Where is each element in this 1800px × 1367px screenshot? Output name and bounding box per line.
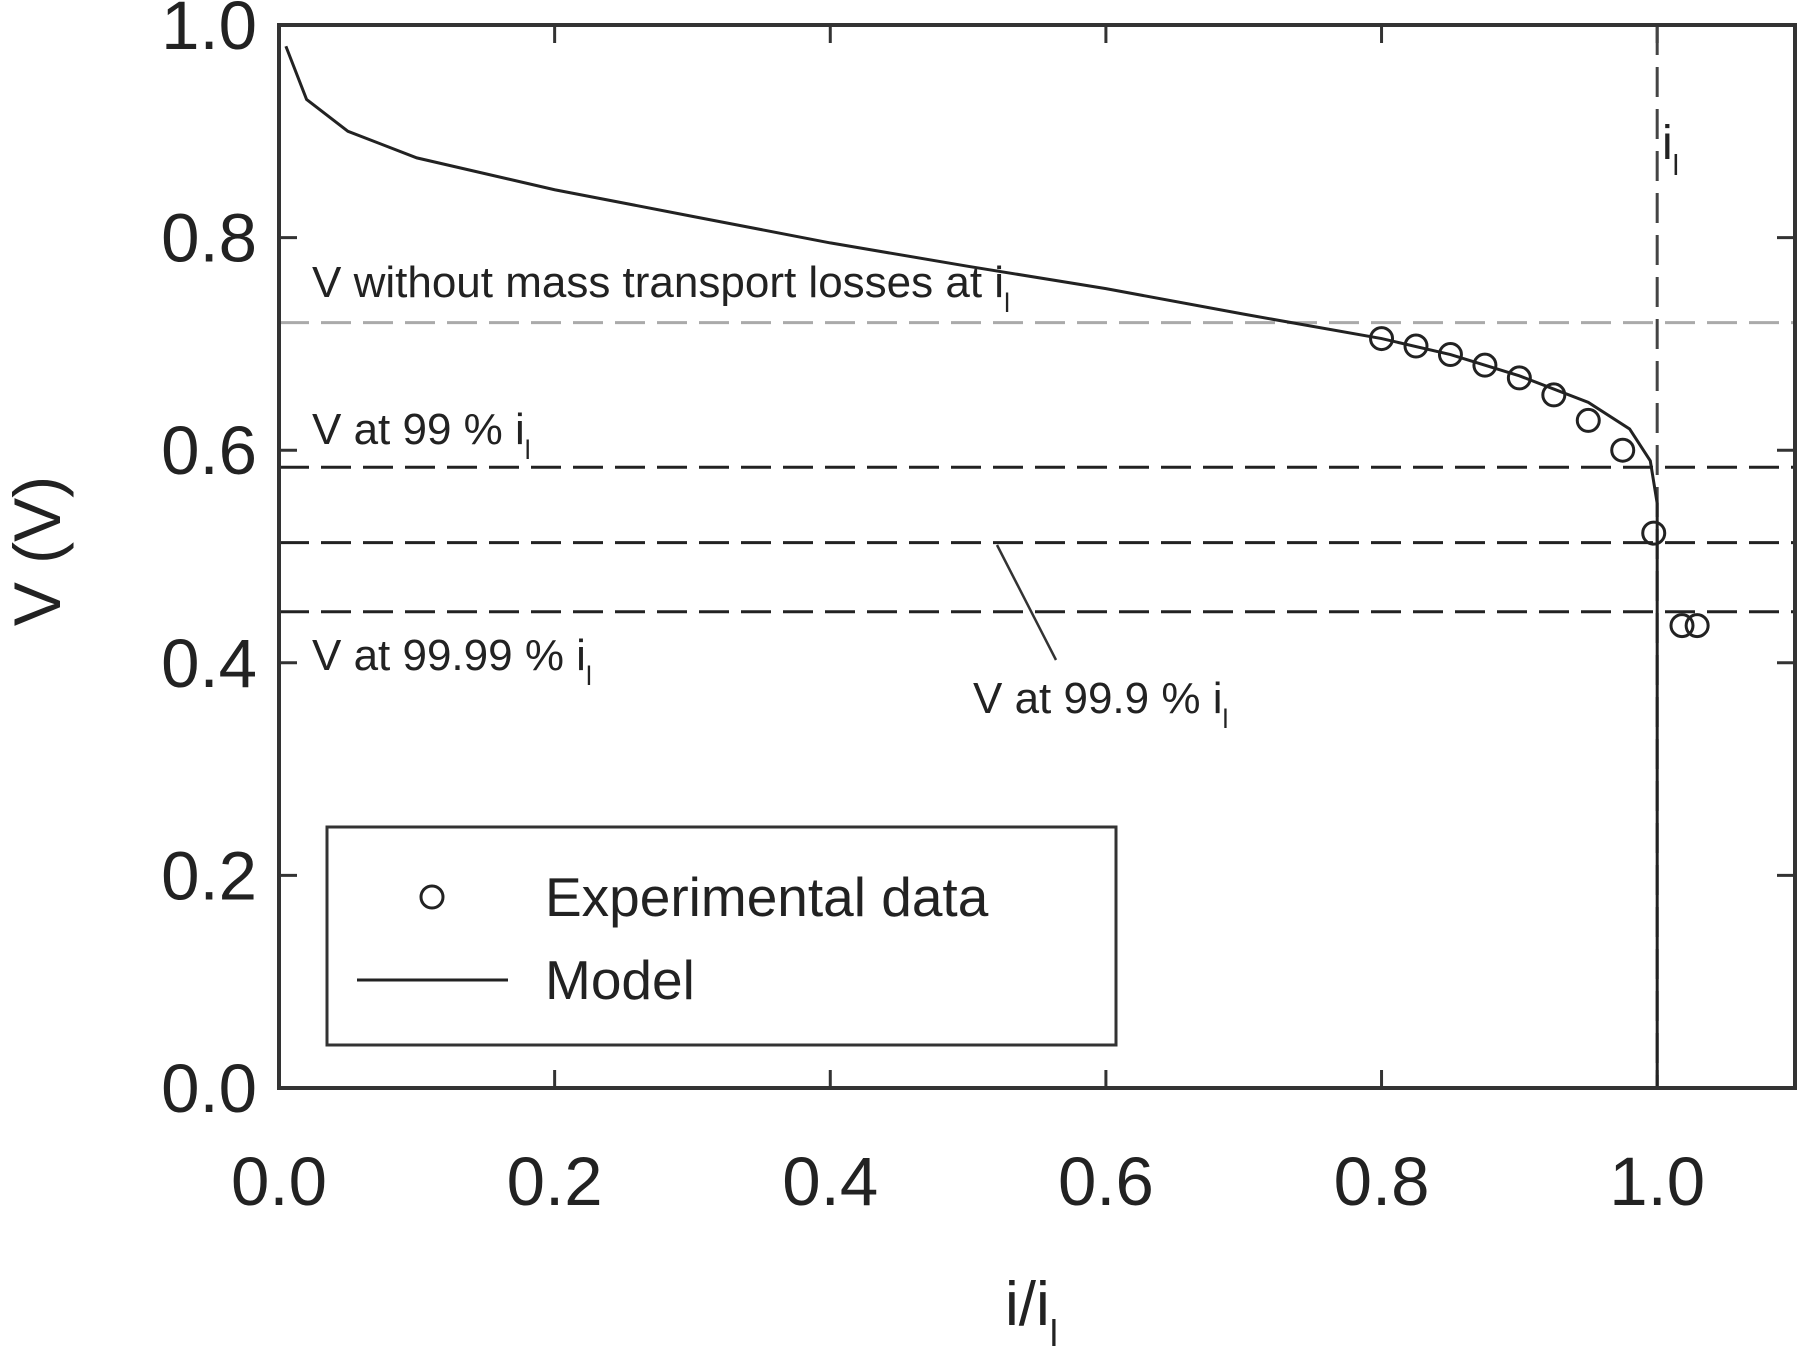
data-point [1575, 407, 1601, 433]
y-tick-label: 0.8 [161, 200, 257, 277]
data-point [1369, 326, 1395, 352]
x-tick-label: 1.0 [1609, 1143, 1705, 1220]
annotation-main: V at 99.9 % i [973, 674, 1222, 723]
data-point [1669, 613, 1695, 639]
x-axis-label: i/il [1005, 1270, 1058, 1354]
annotation-sub: l [586, 661, 592, 691]
y-tick-label: 1.0 [161, 0, 257, 64]
data-point [1684, 613, 1710, 639]
y-tick-label: 0.6 [161, 412, 257, 489]
x-tick-label: 0.4 [782, 1143, 878, 1220]
annotation-sub: l [525, 435, 531, 465]
annotation-main: V at 99.99 % i [312, 631, 586, 680]
data-point [1472, 352, 1498, 378]
annotation-main: i [1662, 117, 1673, 170]
x-tick-label: 0.2 [507, 1143, 603, 1220]
model-line [284, 45, 1659, 1088]
y-tick-label: 0.2 [161, 837, 257, 914]
x-tick-label: 0.6 [1058, 1143, 1154, 1220]
plot-frame [277, 23, 1797, 1090]
annotation-sub: l [1222, 704, 1228, 734]
annotation: V at 99.99 % il [312, 631, 592, 691]
legend-marker [419, 884, 445, 910]
y-tick-label: 0.0 [161, 1050, 257, 1127]
x-axis-label-main: i/i [1005, 1270, 1050, 1339]
annotation: V at 99 % il [312, 405, 531, 465]
x-axis-label-sub: l [1050, 1312, 1058, 1354]
x-tick-label: 0.8 [1334, 1143, 1430, 1220]
annotation: il [1662, 117, 1679, 182]
legend-box [325, 825, 1118, 1047]
annotation: V at 99.9 % il [973, 674, 1228, 734]
data-point [1403, 333, 1429, 359]
data-point [1506, 365, 1532, 391]
annotation: V without mass transport losses at il [312, 258, 1010, 318]
legend-label: Model [545, 949, 695, 1011]
annotation-main: V at 99 % i [312, 405, 525, 454]
y-axis-label: V (V) [0, 476, 74, 626]
legend-label: Experimental data [545, 866, 989, 928]
data-point [1437, 342, 1463, 368]
annotation-sub: l [1004, 288, 1010, 318]
data-point [1610, 437, 1636, 463]
leader-line [995, 544, 1058, 661]
annotation-main: V without mass transport losses at i [312, 258, 1004, 307]
data-point [1641, 520, 1667, 546]
x-tick-label: 0.0 [231, 1143, 327, 1220]
y-tick-label: 0.4 [161, 625, 257, 702]
annotation-sub: l [1673, 150, 1679, 182]
